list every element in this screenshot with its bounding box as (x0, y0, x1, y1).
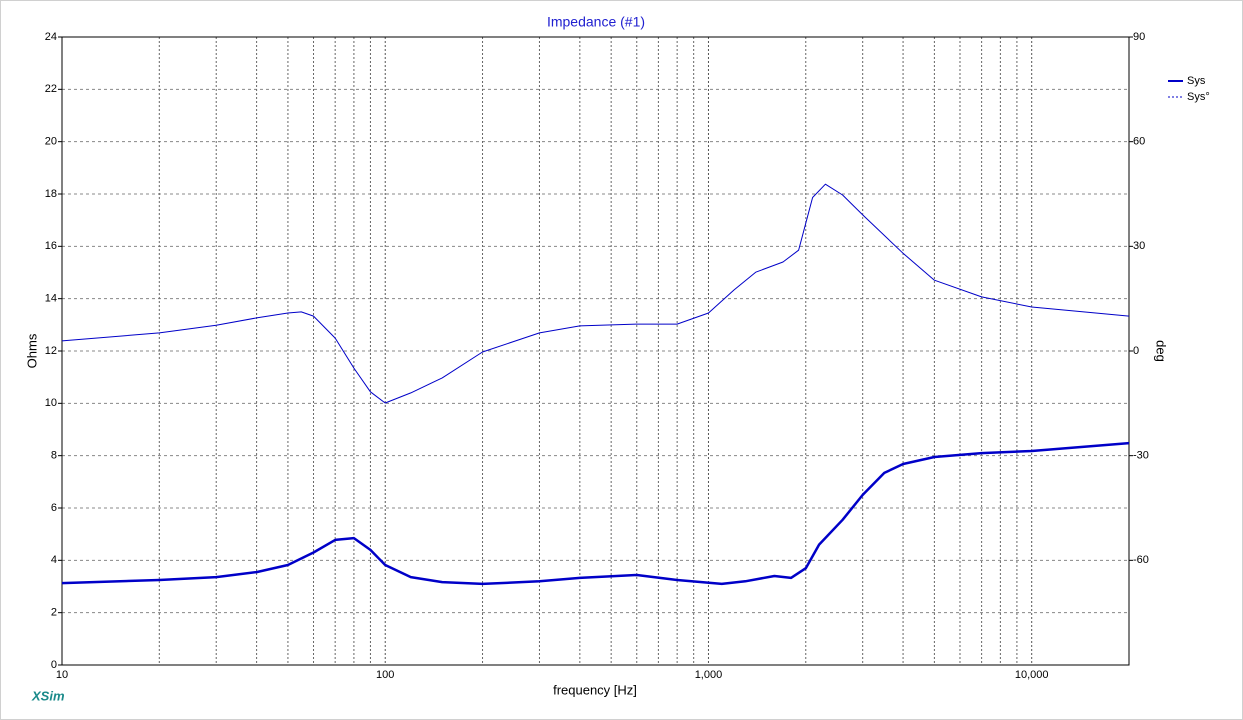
y2-axis-label: deg (1154, 340, 1169, 362)
plot-border (61, 36, 1130, 666)
y-tick-label: 4 (51, 554, 57, 566)
y-tick-label: 8 (51, 450, 57, 462)
y-tick-label: 20 (45, 136, 57, 148)
x-tick-label: 10,000 (1015, 669, 1049, 681)
y-tick-label: 10 (45, 397, 57, 409)
y-tick-label: 24 (45, 31, 57, 43)
y-tick-label: 14 (45, 293, 57, 305)
y-axis-label: Ohms (24, 333, 39, 368)
chart-title: Impedance (#1) (547, 14, 645, 30)
y2-tick-label: -30 (1133, 450, 1149, 462)
series-line (61, 183, 1130, 404)
watermark: XSim (31, 688, 65, 703)
y-tick-label: 22 (45, 83, 57, 95)
y-tick-label: 12 (45, 345, 57, 357)
series-line (61, 441, 1130, 586)
y-tick-label: 18 (45, 188, 57, 200)
y2-tick-label: 90 (1133, 31, 1145, 43)
y2-tick-label: 30 (1133, 240, 1145, 252)
y-tick-label: 6 (51, 502, 57, 514)
x-tick-label: 100 (376, 669, 394, 681)
y2-tick-label: 60 (1133, 136, 1145, 148)
y-tick-label: 2 (51, 607, 57, 619)
y2-tick-label: 0 (1133, 345, 1139, 357)
legend-label: Sys (1187, 75, 1206, 87)
y-tick-label: 0 (51, 659, 57, 671)
y2-tick-label: -60 (1133, 554, 1149, 566)
y-tick-label: 16 (45, 240, 57, 252)
x-axis-label: frequency [Hz] (553, 682, 637, 697)
legend-label: Sys° (1187, 91, 1210, 103)
x-tick-label: 10 (56, 669, 68, 681)
x-tick-label: 1,000 (695, 669, 723, 681)
